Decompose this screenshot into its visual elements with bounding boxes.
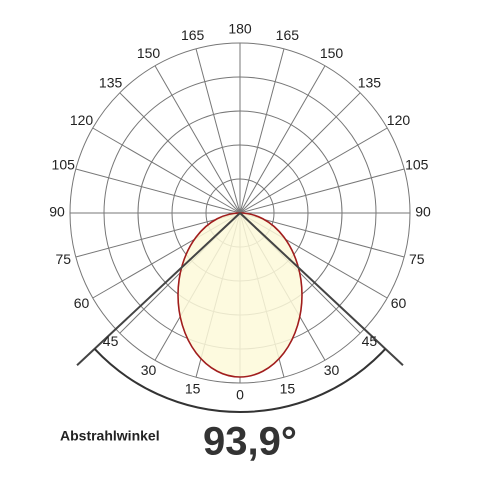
angle-tick-label: 135: [358, 74, 382, 90]
angle-tick-label: 30: [141, 362, 157, 378]
angle-tick-label: 165: [181, 27, 205, 43]
angle-tick-label: 45: [362, 333, 378, 349]
angle-tick-label: 180: [228, 21, 252, 37]
beam-angle-value: 93,9°: [203, 420, 297, 464]
grid-line: [239, 48, 285, 214]
grid-line: [75, 212, 241, 258]
angle-tick-label: 75: [409, 251, 425, 267]
angle-tick-label: 15: [185, 380, 201, 396]
grid-line: [239, 127, 388, 214]
beam-arc: [93, 348, 387, 414]
beam-line: [76, 212, 241, 366]
angle-tick-label: 45: [103, 333, 119, 349]
angle-tick-label: 75: [55, 251, 71, 267]
angle-tick-label: 60: [74, 295, 90, 311]
angle-tick-label: 90: [49, 204, 65, 220]
grid-line: [154, 65, 241, 214]
grid-line: [239, 65, 326, 214]
angle-tick-label: 30: [324, 362, 340, 378]
angle-tick-label: 105: [52, 156, 76, 172]
light-distribution-curve: [177, 212, 303, 378]
grid-line: [239, 92, 361, 214]
angle-tick-label: 150: [320, 45, 344, 61]
angle-tick-label: 150: [137, 45, 161, 61]
overlay: [76, 212, 404, 414]
grid-line: [239, 212, 405, 258]
angle-tick-label: 120: [387, 112, 411, 128]
angle-tick-label: 15: [280, 380, 296, 396]
angle-tick-label: 120: [70, 112, 94, 128]
angle-tick-label: 135: [99, 74, 123, 90]
grid-line: [92, 127, 241, 214]
angle-tick-label: 165: [276, 27, 300, 43]
angle-tick-label: 105: [405, 156, 429, 172]
grid-line: [119, 92, 241, 214]
grid-line: [195, 48, 241, 214]
angle-tick-label: 60: [391, 295, 407, 311]
angle-tick-label: 90: [415, 204, 431, 220]
beam-label: Abstrahlwinkel: [60, 428, 160, 444]
angle-tick-label: 0: [236, 387, 244, 403]
beam-line: [239, 212, 404, 366]
grid-line: [239, 168, 405, 214]
grid-line: [75, 168, 241, 214]
